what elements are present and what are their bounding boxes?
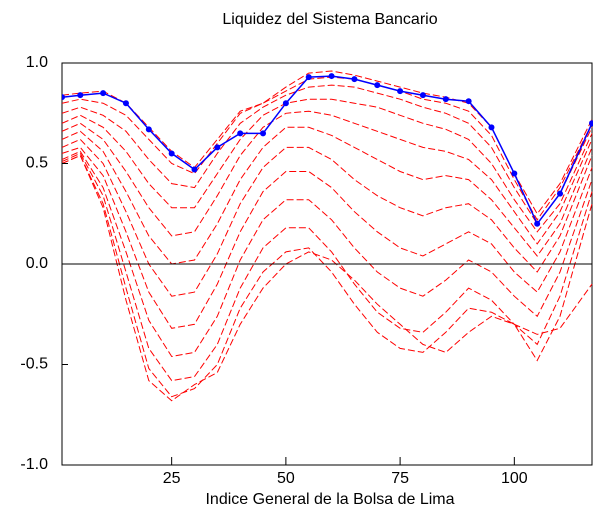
series-marker xyxy=(305,74,312,81)
series-line xyxy=(62,84,593,225)
series-marker xyxy=(374,82,381,89)
series-line xyxy=(62,152,593,382)
x-tick-label: 25 xyxy=(163,470,181,487)
plot-area xyxy=(62,70,593,402)
series-line xyxy=(62,70,593,215)
series-marker xyxy=(214,144,221,151)
series-marker xyxy=(62,94,65,101)
series-marker xyxy=(191,166,198,173)
y-tick-label: -0.5 xyxy=(20,356,48,373)
series-marker xyxy=(557,190,564,197)
x-tick-label: 50 xyxy=(277,470,295,487)
x-axis-label: Indice General de la Bolsa de Lima xyxy=(205,491,454,508)
series-line xyxy=(62,98,593,233)
series-marker xyxy=(122,100,129,107)
x-tick-label: 75 xyxy=(391,470,409,487)
series-line xyxy=(62,146,593,329)
series-marker xyxy=(511,170,518,177)
series-marker xyxy=(397,88,404,95)
series-line xyxy=(62,110,593,245)
series-line xyxy=(62,126,593,265)
series-line xyxy=(62,138,593,297)
series-marker xyxy=(351,76,358,83)
series-marker xyxy=(282,100,289,107)
series-marker xyxy=(260,130,267,137)
x-tick-label: 100 xyxy=(501,470,528,487)
series-marker xyxy=(77,92,84,99)
y-tick-label: -1.0 xyxy=(20,456,48,473)
series-marker xyxy=(237,130,244,137)
series-marker xyxy=(442,96,449,103)
series-line xyxy=(62,154,593,402)
series-marker xyxy=(534,220,541,227)
series-line xyxy=(62,75,593,226)
series-marker xyxy=(488,124,495,131)
chart-title: Liquidez del Sistema Bancario xyxy=(222,11,437,28)
series-marker xyxy=(419,92,426,99)
y-tick-label: 0.0 xyxy=(26,255,48,272)
series-marker xyxy=(145,126,152,133)
series-marker xyxy=(100,90,107,97)
series-line xyxy=(62,150,593,358)
series-marker xyxy=(168,150,175,157)
series-marker xyxy=(589,120,593,127)
series-marker xyxy=(465,98,472,105)
series-marker xyxy=(328,73,335,80)
y-tick-label: 1.0 xyxy=(26,54,48,71)
y-tick-label: 0.5 xyxy=(26,155,48,172)
series-line xyxy=(62,154,593,398)
series-line xyxy=(62,76,593,221)
